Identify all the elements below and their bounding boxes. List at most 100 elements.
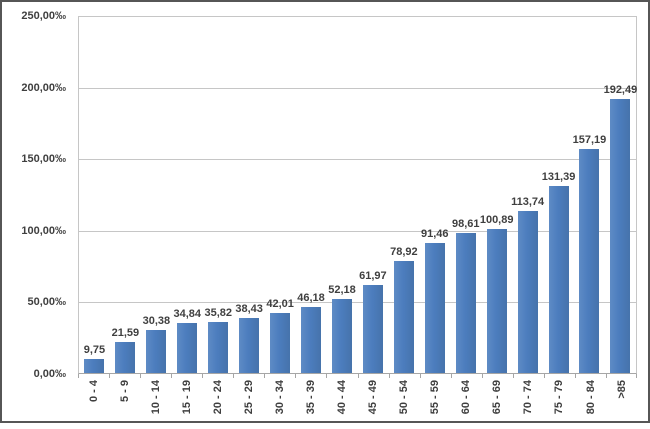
- bar: [146, 329, 167, 373]
- bars-container: 9,75 21,59 30,38 34,84 35,82 38,43 42,01 46,18 5…: [79, 17, 638, 373]
- bar: [177, 323, 198, 373]
- bar-value-label: 9,75: [83, 344, 106, 357]
- y-axis-labels-container: 0,00‰ 50,00‰ 100,00‰ 150,00‰ 200,00‰ 250,00‰: [2, 10, 66, 380]
- bar-slot: 78,92: [388, 17, 419, 373]
- x-axis-tick: [109, 374, 111, 378]
- bar-slot: 113,74: [511, 17, 545, 373]
- x-axis-label-text: 75 - 79: [553, 380, 566, 415]
- bar: [486, 229, 507, 373]
- x-axis-label-text: 50 - 54: [398, 380, 411, 415]
- x-axis-label-text: 20 - 24: [211, 380, 224, 415]
- x-axis-label: 40 - 44: [327, 380, 358, 424]
- bar-value-label: 42,01: [266, 298, 294, 311]
- bar: [270, 313, 291, 373]
- bar-slot: 21,59: [110, 17, 141, 373]
- x-axis-tick: [78, 374, 79, 378]
- bar-slot: 9,75: [79, 17, 110, 373]
- x-axis-label: 50 - 54: [389, 380, 420, 424]
- gridline: [79, 159, 636, 161]
- bar: [239, 318, 260, 373]
- x-axis-label-text: 30 - 34: [273, 380, 286, 415]
- x-axis-label-text: 25 - 29: [242, 380, 255, 415]
- bar: [610, 98, 631, 373]
- bar-value-label: 35,82: [204, 307, 232, 319]
- x-axis-label: 10 - 14: [140, 380, 171, 424]
- bar-value-label: 100,89: [479, 214, 514, 227]
- x-axis-tick: [388, 374, 390, 378]
- x-axis-label-text: >85: [615, 380, 628, 399]
- bar-value-label: 192,49: [603, 83, 638, 96]
- x-axis-tick: [140, 374, 142, 378]
- x-axis-tick: [419, 374, 421, 378]
- x-axis-tick: [295, 374, 297, 378]
- bar-value-label: 21,59: [111, 327, 140, 340]
- x-axis-tick: [326, 374, 328, 378]
- bar-value-label: 91,46: [421, 227, 449, 240]
- bar-slot: 52,18: [327, 17, 358, 373]
- gridline: [79, 301, 636, 303]
- bar-slot: 98,61: [450, 17, 481, 373]
- x-axis-tick: [512, 374, 514, 378]
- bar-value-label: 78,92: [390, 245, 418, 258]
- bar: [393, 260, 414, 373]
- x-axis-label: 35 - 39: [295, 380, 326, 424]
- bar-slot: 35,82: [203, 17, 234, 373]
- x-axis-label-text: 45 - 49: [367, 380, 380, 415]
- x-axis-label-text: 55 - 59: [429, 380, 442, 415]
- x-axis-label-text: 70 - 74: [522, 380, 535, 415]
- x-axis-tick: [450, 374, 452, 378]
- bar-value-label: 52,18: [328, 283, 356, 296]
- y-axis-label: 250,00‰: [21, 10, 66, 22]
- bar-value-label: 98,61: [451, 217, 480, 230]
- x-axis-label: 60 - 64: [451, 380, 482, 424]
- x-axis-label-text: 80 - 84: [584, 380, 597, 415]
- bar: [301, 307, 322, 373]
- x-axis-label-text: 40 - 44: [336, 380, 349, 415]
- bar-value-label: 38,43: [235, 303, 263, 316]
- y-axis-label: 0,00‰: [33, 368, 66, 380]
- x-axis-tick: [574, 374, 576, 378]
- x-axis-label-text: 35 - 39: [304, 380, 317, 415]
- x-axis-tick: [233, 374, 235, 378]
- bar: [579, 149, 600, 373]
- bar-value-label: 131,39: [541, 170, 576, 183]
- x-axis-tick: [543, 374, 545, 378]
- x-axis-label: 65 - 69: [482, 380, 513, 424]
- x-axis-label-text: 65 - 69: [491, 380, 504, 415]
- y-axis-label: 150,00‰: [21, 153, 66, 166]
- bar: [548, 185, 569, 373]
- bar-value-label: 113,74: [511, 196, 545, 209]
- bar: [517, 211, 538, 373]
- x-axis-label: 80 - 84: [575, 380, 606, 424]
- x-axis-label: 30 - 34: [264, 380, 295, 424]
- bar: [115, 342, 136, 373]
- x-axis-tick: [357, 374, 359, 378]
- bar-value-label: 61,97: [359, 269, 387, 282]
- gridline: [79, 230, 636, 232]
- x-axis-label-text: 60 - 64: [460, 380, 473, 415]
- x-axis-label: 0 - 4: [78, 380, 109, 424]
- bar-value-label: 46,18: [297, 292, 325, 305]
- x-axis-label: 55 - 59: [420, 380, 451, 424]
- bar-slot: 46,18: [296, 17, 327, 373]
- bar: [208, 322, 229, 373]
- y-axis-label: 100,00‰: [21, 224, 66, 237]
- x-axis-label-text: 15 - 19: [180, 380, 193, 415]
- x-axis-tick: [202, 374, 204, 378]
- x-axis-label: 15 - 19: [171, 380, 202, 424]
- x-axis-label: 25 - 29: [233, 380, 264, 424]
- x-axis-label: 20 - 24: [202, 380, 233, 424]
- x-axis-label-text: 10 - 14: [149, 380, 162, 415]
- x-axis-label: 70 - 74: [513, 380, 544, 424]
- x-axis-label-text: 5 - 9: [118, 380, 131, 403]
- bar-slot: 38,43: [234, 17, 265, 373]
- bar: [424, 242, 445, 373]
- x-axis-label-text: 0 - 4: [87, 380, 100, 403]
- bar-value-label: 34,84: [173, 308, 202, 321]
- plot-area: 9,75 21,59 30,38 34,84 35,82 38,43 42,01 46,18 5…: [78, 16, 637, 374]
- bar: [362, 284, 383, 373]
- bar-slot: 34,84: [172, 17, 203, 373]
- bar-slot: 157,19: [573, 17, 606, 373]
- x-axis-label: 75 - 79: [544, 380, 575, 424]
